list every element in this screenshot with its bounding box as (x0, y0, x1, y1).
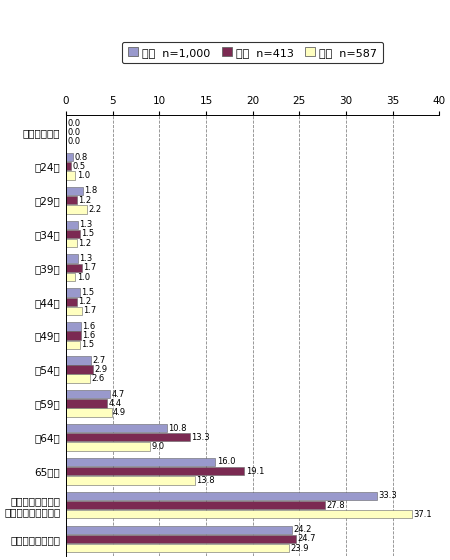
Bar (66, 254, 78, 263)
Bar (66, 390, 110, 399)
Text: 2.7: 2.7 (93, 356, 106, 365)
Bar (66, 332, 81, 340)
Text: 0.0: 0.0 (68, 137, 81, 146)
Text: 1.8: 1.8 (84, 186, 97, 195)
Text: 1.7: 1.7 (83, 263, 96, 272)
Bar (66, 322, 81, 331)
Text: 33.3: 33.3 (378, 491, 397, 501)
Bar (66, 467, 244, 475)
Bar (66, 535, 297, 543)
Bar (66, 492, 377, 500)
Text: 0.0: 0.0 (68, 119, 81, 128)
Bar (66, 442, 150, 451)
Bar (66, 408, 112, 417)
Text: 4.4: 4.4 (108, 399, 122, 408)
Text: 1.0: 1.0 (76, 171, 90, 180)
Text: 13.8: 13.8 (196, 476, 215, 485)
Text: 19.1: 19.1 (246, 466, 264, 475)
Text: 10.8: 10.8 (168, 423, 187, 433)
Bar (66, 433, 190, 441)
Bar (66, 196, 77, 204)
Bar (66, 239, 77, 248)
Text: 2.6: 2.6 (92, 374, 105, 383)
Bar (66, 525, 292, 534)
Text: 9.0: 9.0 (151, 442, 165, 451)
Bar (66, 458, 215, 466)
Text: 1.5: 1.5 (81, 230, 94, 239)
Bar (66, 424, 167, 432)
Text: 2.2: 2.2 (88, 205, 101, 214)
Text: 0.0: 0.0 (68, 128, 81, 137)
Text: 16.0: 16.0 (217, 458, 235, 466)
Bar (66, 186, 83, 195)
Text: 13.3: 13.3 (192, 433, 210, 442)
Bar (66, 153, 73, 161)
Text: 27.8: 27.8 (327, 501, 346, 510)
Bar (66, 273, 75, 281)
Bar (66, 205, 86, 213)
Bar (66, 340, 80, 349)
Text: 1.3: 1.3 (80, 220, 93, 230)
Text: 24.7: 24.7 (298, 534, 316, 543)
Bar (66, 356, 91, 365)
Bar (66, 399, 107, 408)
Text: 0.8: 0.8 (75, 152, 88, 162)
Bar (66, 171, 75, 180)
Text: 24.2: 24.2 (293, 525, 311, 534)
Text: 0.5: 0.5 (72, 162, 85, 171)
Bar (66, 544, 289, 552)
Text: 1.2: 1.2 (79, 239, 92, 248)
Bar (66, 510, 412, 519)
Bar (66, 375, 90, 383)
Bar (66, 288, 80, 297)
Bar (66, 501, 325, 509)
Bar (66, 365, 93, 374)
Text: 1.2: 1.2 (79, 195, 92, 204)
Text: 1.6: 1.6 (82, 322, 95, 331)
Bar (66, 264, 82, 272)
Text: 1.0: 1.0 (76, 273, 90, 282)
Text: 1.5: 1.5 (81, 288, 94, 297)
Text: 4.9: 4.9 (113, 408, 126, 417)
Text: 1.2: 1.2 (79, 297, 92, 306)
Text: 2.9: 2.9 (94, 365, 108, 374)
Bar (66, 476, 195, 484)
Bar (66, 221, 78, 229)
Text: 23.9: 23.9 (290, 544, 309, 553)
Bar (66, 307, 82, 315)
Bar (66, 162, 71, 170)
Legend: 全体  n=1,000, 男性  n=413, 女性  n=587: 全体 n=1,000, 男性 n=413, 女性 n=587 (122, 41, 383, 63)
Text: 4.7: 4.7 (111, 390, 125, 399)
Text: 1.6: 1.6 (82, 331, 95, 340)
Text: 1.5: 1.5 (81, 340, 94, 349)
Bar (66, 230, 80, 238)
Text: 1.7: 1.7 (83, 306, 96, 315)
Bar (66, 297, 77, 306)
Text: 37.1: 37.1 (414, 510, 432, 519)
Text: 1.3: 1.3 (80, 254, 93, 263)
